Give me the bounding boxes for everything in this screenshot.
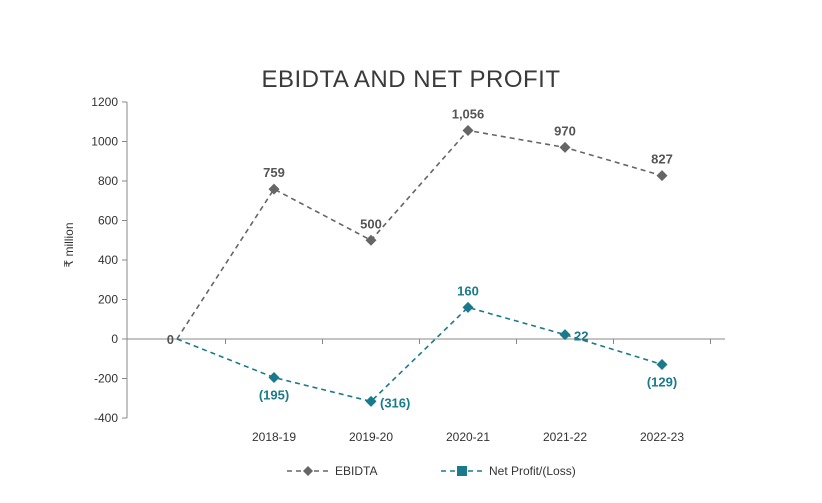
series-line: [176, 306, 663, 403]
legend-marker: [457, 466, 467, 476]
data-point: [462, 124, 474, 136]
data-point: [365, 395, 377, 407]
data-point: [268, 372, 280, 384]
legend-marker: [303, 466, 313, 476]
y-tick-label: 800: [98, 174, 118, 188]
data-point: [559, 141, 571, 153]
y-tick-label: 0: [111, 332, 118, 346]
data-point: [462, 301, 474, 313]
legend-item: Net Profit/(Loss): [441, 464, 576, 478]
data-label: (195): [259, 388, 289, 403]
legend: EBIDTA Net Profit/(Loss): [287, 464, 576, 478]
data-label: (129): [647, 374, 677, 389]
y-tick-label: 200: [98, 293, 118, 307]
data-label: 22: [574, 329, 588, 344]
x-tick-label: 2022-23: [640, 430, 684, 444]
x-tick-label: 2019-20: [349, 430, 393, 444]
data-label: 0: [167, 332, 174, 347]
data-label: 970: [554, 123, 576, 138]
chart-title: EBIDTA AND NET PROFIT: [262, 66, 561, 93]
legend-label: Net Profit/(Loss): [489, 464, 576, 478]
x-tick-label: 2021-22: [543, 430, 587, 444]
y-tick-label: 1200: [91, 95, 118, 109]
data-labels: 0 759 500 1,056 970 827 (195) (316) 160 22 (129): [167, 106, 677, 410]
x-tick-label: 2020-21: [446, 430, 490, 444]
legend-item: EBIDTA: [287, 464, 377, 478]
legend-label: EBIDTA: [335, 464, 377, 478]
axes: -400 -200 0 200 400 600 800 1000 1200 2018-19 2019…: [91, 95, 725, 444]
y-tick-label: 600: [98, 214, 118, 228]
y-tick-label: 400: [98, 253, 118, 267]
series-layer: [176, 124, 668, 407]
data-point: [656, 170, 668, 182]
y-tick-label: 1000: [91, 135, 118, 149]
data-label: 827: [651, 152, 673, 167]
y-tick-label: -200: [94, 372, 118, 386]
data-point: [559, 329, 571, 341]
y-tick-label: -400: [94, 411, 118, 425]
series-line: [176, 129, 663, 340]
data-label: 500: [360, 216, 382, 231]
data-label: (316): [380, 395, 410, 410]
series-0: [176, 124, 668, 340]
x-tick-label: 2018-19: [252, 430, 296, 444]
data-point: [656, 358, 668, 370]
series-1: [176, 301, 668, 407]
y-axis-label: ₹ million: [62, 223, 76, 268]
data-label: 759: [263, 165, 285, 180]
data-label: 1,056: [452, 106, 485, 121]
data-label: 160: [457, 283, 479, 298]
data-point: [365, 234, 377, 246]
data-point: [268, 183, 280, 195]
